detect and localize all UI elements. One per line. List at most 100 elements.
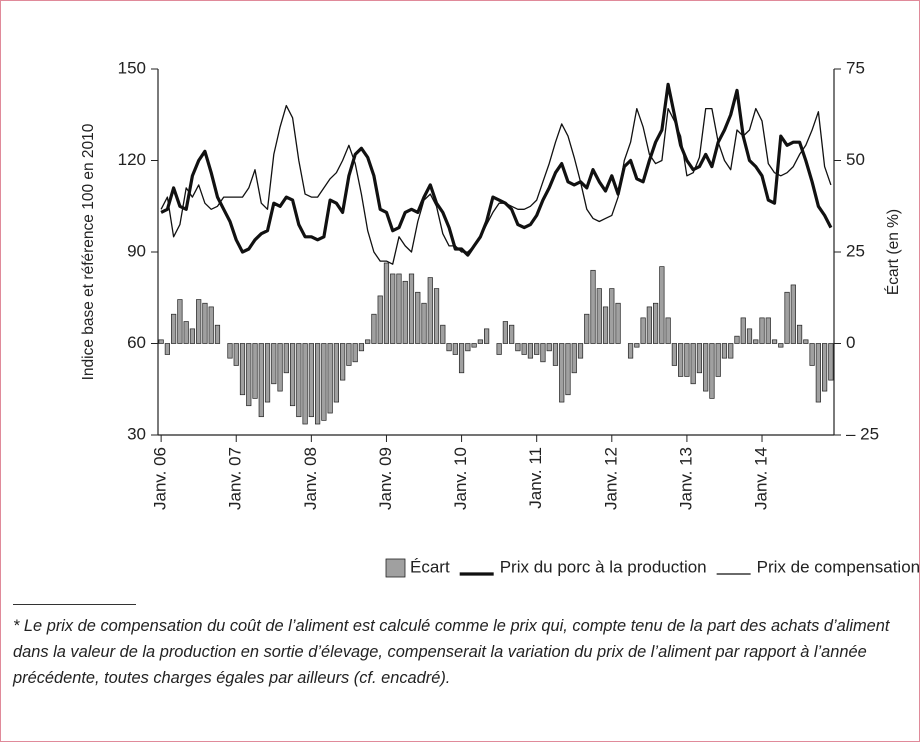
bar: [452, 343, 458, 355]
bar: [502, 321, 508, 344]
bar: [565, 343, 571, 396]
legend-swatch: [385, 558, 406, 578]
bar: [308, 343, 314, 418]
bar: [271, 343, 277, 385]
bar: [189, 328, 196, 344]
x-tick-label: Janv. 14: [752, 447, 771, 510]
bar: [715, 343, 721, 377]
bar: [627, 343, 634, 359]
bar: [728, 343, 734, 359]
bar: [183, 321, 189, 344]
bar: [521, 343, 527, 355]
y2-tick-label: 50: [846, 150, 865, 169]
bar: [227, 343, 233, 359]
bar: [796, 324, 803, 344]
bar: [684, 343, 690, 377]
bar: [465, 343, 471, 352]
bar: [302, 343, 308, 425]
y2-tick-label: 25: [846, 241, 865, 260]
bar: [283, 343, 289, 374]
y2-axis-title: Écart (en %): [885, 209, 902, 295]
bar: [803, 339, 809, 344]
bar: [653, 302, 659, 344]
bar: [471, 343, 477, 348]
y-tick-label: 30: [127, 424, 146, 443]
bar: [602, 306, 609, 344]
bar: [703, 343, 709, 392]
bar: [327, 343, 333, 414]
bar: [233, 343, 239, 366]
y-tick-label: 90: [127, 241, 146, 260]
bar: [734, 335, 740, 344]
bar: [315, 343, 321, 425]
bar: [264, 343, 271, 403]
bar: [634, 343, 640, 348]
bar: [809, 343, 815, 366]
bar: [408, 273, 415, 344]
line: [160, 82, 833, 257]
bar: [158, 339, 164, 344]
legend-label: Prix de compensation du coût de l’alimen…: [757, 557, 919, 576]
bar: [377, 295, 383, 344]
x-tick-label: Janv. 11: [526, 447, 545, 509]
chart: Indice base et référence 100 en 2010 Éca…: [80, 58, 919, 578]
bar: [214, 324, 221, 344]
footnote-rule: [13, 604, 136, 605]
bar: [721, 343, 728, 359]
bar: [559, 343, 565, 403]
bar: [771, 339, 778, 344]
bar: [415, 291, 421, 344]
x-tick-label: Janv. 09: [376, 447, 395, 510]
legend-label: Écart: [410, 557, 450, 576]
bar: [540, 343, 546, 363]
bar: [596, 288, 602, 344]
bar: [696, 343, 703, 374]
y-tick-label: 150: [118, 58, 146, 77]
bar: [640, 317, 646, 344]
bar: [433, 288, 440, 344]
bar: [784, 291, 790, 344]
bar: [365, 339, 371, 344]
y-tick-label: 60: [127, 333, 146, 352]
bar: [778, 343, 784, 348]
bar: [815, 343, 821, 403]
bar: [396, 273, 402, 344]
bar: [790, 284, 796, 344]
bar: [277, 343, 283, 392]
bar: [759, 317, 765, 344]
bar: [164, 343, 170, 355]
y2-tick-label: – 25: [846, 424, 879, 443]
x-tick-label: Janv. 10: [451, 447, 470, 510]
line: [160, 104, 832, 265]
bar: [440, 324, 446, 344]
x-tick-label: Janv. 06: [151, 447, 170, 510]
bar: [383, 262, 390, 344]
bar: [546, 343, 552, 352]
bar: [371, 313, 377, 344]
bar: [509, 324, 515, 344]
bar: [646, 306, 652, 344]
bar: [258, 343, 264, 418]
bar: [196, 299, 202, 344]
bar: [446, 343, 452, 352]
bar: [296, 343, 302, 418]
bar: [496, 343, 502, 355]
bar: [552, 343, 559, 366]
bar: [740, 317, 746, 344]
bar: [746, 328, 753, 344]
bar: [515, 343, 521, 352]
x-tick-label: Janv. 13: [676, 447, 695, 510]
bar: [690, 343, 696, 385]
bar: [246, 343, 252, 407]
bar: [571, 343, 577, 374]
bar: [390, 273, 396, 344]
bar: [584, 313, 590, 344]
bar: [659, 266, 665, 344]
x-tick-label: Janv. 07: [226, 447, 245, 510]
bar: [171, 313, 177, 344]
bar: [333, 343, 339, 403]
bar: [458, 343, 465, 374]
bar: [421, 302, 427, 344]
bar: [340, 343, 346, 381]
bar: [665, 317, 671, 344]
